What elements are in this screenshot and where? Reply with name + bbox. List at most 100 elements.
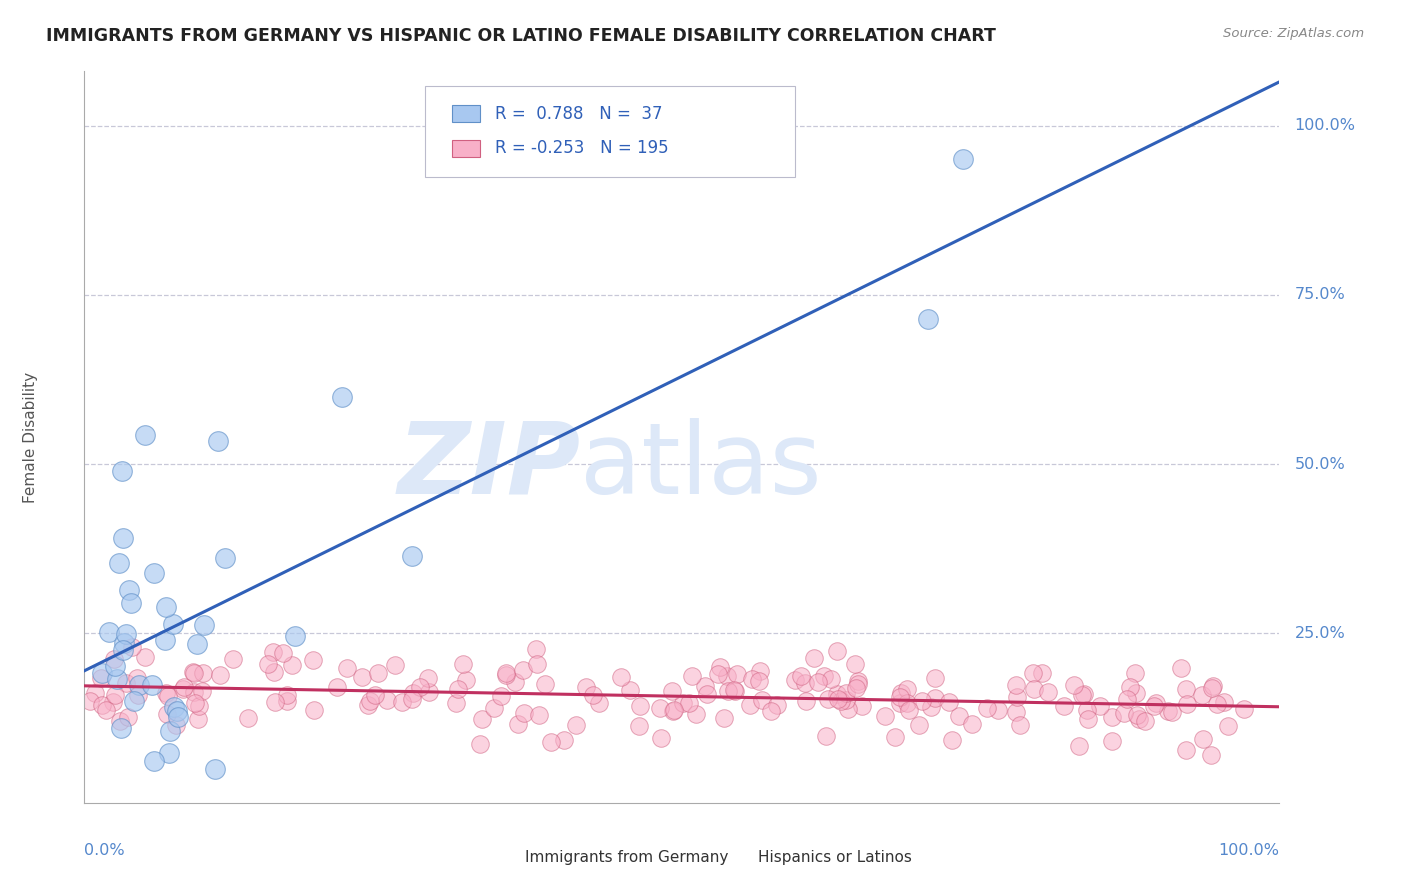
- Point: [1144, 696, 1167, 710]
- Text: Immigrants from Germany: Immigrants from Germany: [526, 850, 728, 865]
- Point: [672, 696, 695, 710]
- Point: [678, 696, 700, 710]
- Point: [751, 692, 773, 706]
- Point: [183, 665, 205, 679]
- Point: [187, 712, 209, 726]
- Point: [1077, 712, 1099, 726]
- Text: Source: ZipAtlas.com: Source: ZipAtlas.com: [1223, 27, 1364, 40]
- Point: [1021, 665, 1043, 680]
- Point: [495, 668, 517, 682]
- Point: [172, 682, 194, 697]
- Point: [163, 699, 186, 714]
- Point: [222, 652, 245, 666]
- Point: [924, 690, 946, 705]
- Point: [402, 686, 425, 700]
- Point: [156, 690, 179, 704]
- Point: [553, 732, 575, 747]
- Point: [184, 696, 207, 710]
- Point: [166, 705, 188, 719]
- Point: [845, 681, 868, 696]
- Point: [155, 686, 177, 700]
- Point: [889, 696, 911, 710]
- Point: [1213, 695, 1236, 709]
- Text: IMMIGRANTS FROM GERMANY VS HISPANIC OR LATINO FEMALE DISABILITY CORRELATION CHAR: IMMIGRANTS FROM GERMANY VS HISPANIC OR L…: [46, 27, 997, 45]
- Text: 75.0%: 75.0%: [1295, 287, 1346, 302]
- Point: [1076, 703, 1098, 717]
- Point: [1063, 678, 1085, 692]
- Point: [112, 642, 135, 657]
- Text: atlas: atlas: [581, 417, 823, 515]
- Point: [650, 731, 672, 746]
- Point: [79, 693, 101, 707]
- Text: R =  0.788   N =  37: R = 0.788 N = 37: [495, 104, 662, 123]
- Point: [748, 674, 770, 689]
- Point: [120, 596, 142, 610]
- Point: [890, 686, 912, 700]
- Point: [889, 690, 911, 704]
- Point: [117, 709, 139, 723]
- Point: [813, 669, 835, 683]
- Point: [851, 698, 873, 713]
- Point: [1177, 697, 1199, 711]
- Point: [830, 694, 852, 708]
- Text: 0.0%: 0.0%: [84, 843, 125, 858]
- Point: [610, 670, 633, 684]
- Point: [765, 698, 787, 712]
- Point: [142, 566, 165, 580]
- Point: [707, 667, 730, 681]
- Point: [1128, 712, 1150, 726]
- Point: [803, 650, 825, 665]
- Point: [118, 583, 141, 598]
- Point: [987, 704, 1010, 718]
- Point: [1101, 709, 1123, 723]
- Point: [696, 687, 718, 701]
- Point: [619, 683, 641, 698]
- Point: [482, 701, 505, 715]
- Point: [717, 684, 740, 698]
- Text: Hispanics or Latinos: Hispanics or Latinos: [758, 850, 912, 865]
- Point: [628, 719, 651, 733]
- Point: [271, 646, 294, 660]
- Point: [844, 657, 866, 671]
- Bar: [718, 850, 749, 865]
- Point: [1133, 714, 1156, 728]
- Point: [1125, 686, 1147, 700]
- Point: [104, 659, 127, 673]
- Point: [896, 682, 918, 697]
- Text: ZIP: ZIP: [398, 417, 581, 515]
- Point: [588, 696, 610, 710]
- Point: [186, 637, 208, 651]
- Point: [807, 675, 830, 690]
- Point: [191, 683, 214, 698]
- Bar: [485, 850, 516, 865]
- Point: [276, 694, 298, 708]
- Point: [94, 703, 117, 717]
- Point: [1090, 699, 1112, 714]
- Point: [837, 702, 859, 716]
- Point: [513, 706, 536, 721]
- Point: [506, 717, 529, 731]
- Point: [330, 390, 353, 404]
- Point: [155, 600, 177, 615]
- Point: [1073, 687, 1095, 701]
- Point: [122, 693, 145, 707]
- Point: [582, 688, 605, 702]
- Point: [97, 625, 120, 640]
- Point: [302, 653, 325, 667]
- Point: [142, 754, 165, 768]
- Point: [794, 694, 817, 708]
- Point: [263, 665, 285, 679]
- Bar: [453, 140, 481, 157]
- Point: [159, 724, 181, 739]
- Point: [827, 692, 849, 706]
- Point: [662, 704, 685, 718]
- Point: [526, 657, 548, 672]
- Point: [896, 696, 918, 710]
- Point: [834, 693, 856, 707]
- Point: [111, 465, 134, 479]
- Point: [214, 551, 236, 566]
- Point: [495, 666, 517, 681]
- Point: [134, 427, 156, 442]
- Point: [628, 699, 651, 714]
- Point: [1070, 688, 1092, 702]
